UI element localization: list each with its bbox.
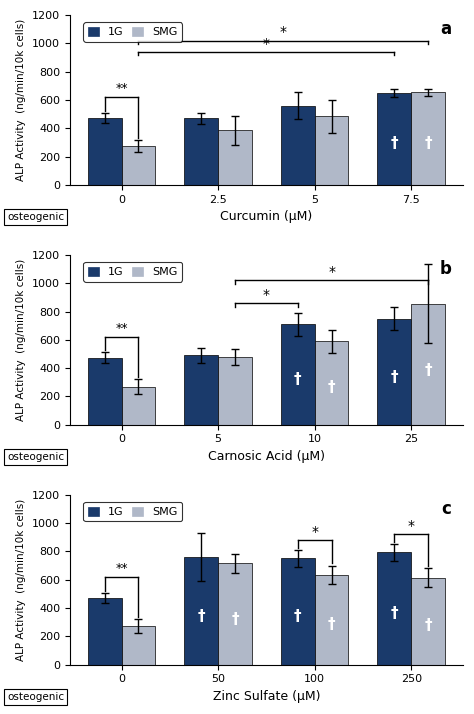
Bar	[88, 598, 121, 665]
Bar	[121, 625, 155, 665]
Bar	[281, 324, 315, 425]
X-axis label: Curcumin (μM): Curcumin (μM)	[220, 210, 312, 223]
X-axis label: Carnosic Acid (μM): Carnosic Acid (μM)	[208, 450, 325, 463]
Bar	[121, 146, 155, 185]
Text: *: *	[408, 518, 415, 533]
Bar	[411, 303, 445, 425]
Bar	[88, 118, 121, 185]
Bar	[184, 557, 218, 665]
Text: †: †	[391, 370, 398, 385]
Text: †: †	[197, 609, 205, 624]
Bar	[377, 318, 411, 425]
Legend: 1G, SMG: 1G, SMG	[83, 22, 182, 41]
Text: **: **	[115, 562, 128, 575]
Text: †: †	[424, 363, 432, 378]
Text: †: †	[231, 612, 239, 627]
Bar	[315, 575, 348, 665]
Y-axis label: ALP Activity  (ng/min/10k cells): ALP Activity (ng/min/10k cells)	[17, 258, 27, 421]
Text: **: **	[115, 83, 128, 96]
Bar	[218, 131, 252, 185]
Text: osteogenic: osteogenic	[7, 212, 64, 222]
Legend: 1G, SMG: 1G, SMG	[83, 502, 182, 521]
Bar	[281, 106, 315, 185]
Y-axis label: ALP Activity  (ng/min/10k cells): ALP Activity (ng/min/10k cells)	[17, 498, 27, 661]
Text: †: †	[391, 606, 398, 621]
Bar	[218, 563, 252, 665]
Bar	[184, 119, 218, 185]
Text: †: †	[328, 617, 336, 632]
Bar	[411, 578, 445, 665]
Bar	[377, 552, 411, 665]
Text: a: a	[440, 20, 451, 39]
Text: *: *	[263, 36, 270, 51]
Text: *: *	[311, 525, 318, 539]
Text: †: †	[328, 380, 336, 395]
Text: *: *	[263, 288, 270, 302]
Text: †: †	[391, 136, 398, 151]
Text: osteogenic: osteogenic	[7, 692, 64, 702]
X-axis label: Zinc Sulfate (μM): Zinc Sulfate (μM)	[213, 690, 320, 703]
Text: †: †	[424, 136, 432, 151]
Text: †: †	[294, 372, 301, 387]
Y-axis label: ALP Activity  (ng/min/10k cells): ALP Activity (ng/min/10k cells)	[17, 19, 27, 181]
Bar	[281, 558, 315, 665]
Text: *: *	[280, 26, 287, 39]
Text: c: c	[441, 500, 451, 518]
Text: **: **	[115, 322, 128, 336]
Text: †: †	[294, 609, 301, 624]
Bar	[315, 116, 348, 185]
Bar	[411, 92, 445, 185]
Text: osteogenic: osteogenic	[7, 452, 64, 462]
Bar	[121, 386, 155, 425]
Text: b: b	[439, 260, 451, 278]
Bar	[315, 341, 348, 425]
Text: *: *	[328, 266, 335, 279]
Text: †: †	[424, 618, 432, 633]
Legend: 1G, SMG: 1G, SMG	[83, 262, 182, 281]
Bar	[184, 356, 218, 425]
Bar	[88, 358, 121, 425]
Bar	[377, 93, 411, 185]
Bar	[218, 357, 252, 425]
